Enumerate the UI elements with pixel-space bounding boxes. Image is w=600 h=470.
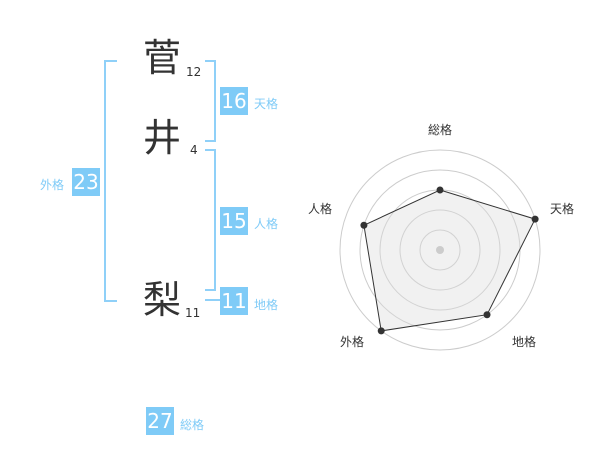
- jinkaku-label: 人格: [254, 217, 279, 231]
- jinkaku-value: 15: [220, 207, 248, 235]
- chikaku-connector: [205, 299, 220, 301]
- radar-ring: [419, 229, 461, 271]
- radar-point: [483, 311, 491, 319]
- tenkaku-value: 16: [220, 87, 248, 115]
- gaikaku-value: 23: [72, 168, 100, 196]
- stroke-count-2: 4: [190, 143, 198, 157]
- soukaku-value: 27: [146, 407, 174, 435]
- axis-label-gaikaku: 外格: [340, 334, 364, 349]
- radar-center: [436, 246, 444, 254]
- stroke-count-1: 12: [186, 65, 202, 79]
- gaikaku-label: 外格: [40, 178, 65, 192]
- tenkaku-label: 天格: [254, 97, 279, 111]
- chikaku-value: 11: [220, 287, 248, 315]
- chikaku-label: 地格: [254, 298, 279, 312]
- radar-ring: [399, 209, 481, 291]
- radar-point: [377, 327, 385, 335]
- soukaku-label: 総格: [180, 418, 205, 432]
- gaikaku-bracket: [104, 60, 117, 302]
- radar-ring: [339, 149, 541, 351]
- radar-point: [531, 215, 539, 223]
- axis-label-soukaku: 総格: [428, 122, 452, 137]
- name-char-1: 菅: [143, 36, 182, 80]
- name-char-3: 梨: [143, 278, 182, 322]
- axis-label-chikaku: 地格: [512, 334, 536, 349]
- jinkaku-bracket: [205, 149, 216, 291]
- axis-label-jinkaku: 人格: [308, 201, 332, 216]
- axis-label-tenkaku: 天格: [550, 201, 574, 216]
- tenkaku-bracket: [205, 60, 216, 142]
- name-char-2: 井: [143, 116, 182, 160]
- stroke-count-3: 11: [185, 306, 201, 320]
- radar-area: [363, 189, 536, 332]
- radar-point: [436, 186, 444, 194]
- radar-point: [360, 221, 368, 229]
